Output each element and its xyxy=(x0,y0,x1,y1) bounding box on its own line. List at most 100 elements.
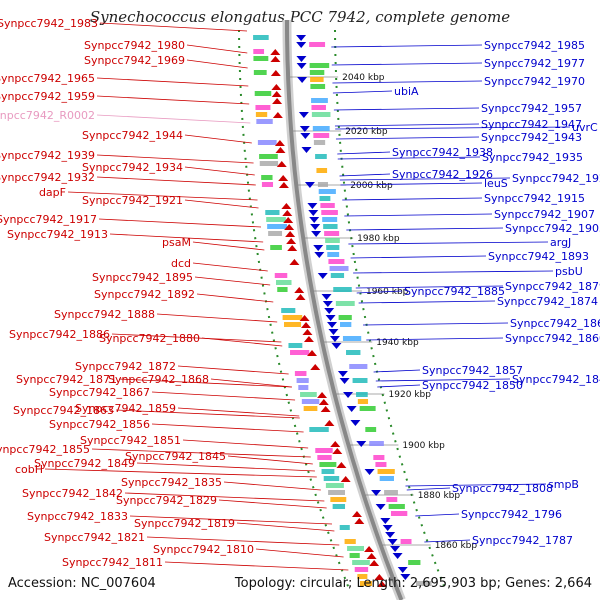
gene-block-left xyxy=(328,490,346,495)
reverse-gene-arrow xyxy=(321,294,332,300)
gene-label-left: Synpcc7942_1932 xyxy=(0,171,95,184)
gene-label-left: Synpcc7942_1833 xyxy=(27,510,128,523)
leader-line-right xyxy=(373,369,421,373)
leader-line-left xyxy=(236,522,335,532)
gene-block-left xyxy=(254,91,272,96)
leader-line-left xyxy=(227,455,313,465)
leader-line-right xyxy=(406,487,451,491)
gene-label-right: smpB xyxy=(548,478,579,491)
leader-line-right xyxy=(334,123,480,127)
gene-label-left: Synpcc7942_1845 xyxy=(125,450,226,463)
leader-line-right xyxy=(339,177,511,181)
leader-line-left xyxy=(184,199,259,209)
gene-block-right xyxy=(349,364,368,369)
outer-ring-left xyxy=(238,29,351,591)
reverse-gene-arrow xyxy=(301,147,312,153)
forward-gene-arrow xyxy=(369,560,380,566)
leader-line-left xyxy=(184,134,252,144)
gene-label-left: Synpcc7942_1965 xyxy=(0,72,95,85)
gene-label-right: Synpcc7942_1903 xyxy=(505,222,600,235)
gene-block-right xyxy=(310,77,324,82)
gene-label-right: Synpcc7942_1866 xyxy=(510,317,600,330)
gene-label-left: psaM xyxy=(162,236,191,249)
reverse-gene-arrow xyxy=(382,525,393,531)
gene-label-left: dcd xyxy=(171,257,191,270)
gene-block-left xyxy=(357,574,368,579)
gene-label-right: argJ xyxy=(550,236,571,249)
gene-block-right xyxy=(369,441,384,446)
forward-gene-arrow xyxy=(310,364,321,370)
gene-label-left: Synpcc7942_R0002 xyxy=(0,109,95,122)
reverse-gene-arrow xyxy=(296,56,307,62)
gene-label-left: Synpcc7942_1944 xyxy=(82,129,183,142)
reverse-gene-arrow xyxy=(327,322,338,328)
reverse-gene-arrow xyxy=(308,210,319,216)
reverse-gene-arrow xyxy=(337,371,348,377)
forward-gene-arrow xyxy=(294,287,305,293)
gene-label-right: leuS xyxy=(484,177,508,190)
backbone-shadow xyxy=(282,20,406,600)
gene-label-right: Synpcc7942_1943 xyxy=(481,131,582,144)
gene-label-right: Synpcc7942_1796 xyxy=(461,508,562,521)
gene-block-right xyxy=(375,462,387,467)
leader-line-left xyxy=(44,468,317,478)
gene-label-left: Synpcc7942_1811 xyxy=(62,556,163,569)
gene-block-left xyxy=(266,217,286,222)
forward-gene-arrow xyxy=(317,392,328,398)
leader-line-left xyxy=(156,313,278,323)
gene-label-left: Synpcc7942_1886 xyxy=(9,328,110,341)
gene-label-right: Synpcc7942_1977 xyxy=(484,57,585,70)
gene-block-right xyxy=(357,399,369,404)
kbp-tick-label: 1940 kbp xyxy=(376,338,419,348)
reverse-gene-arrow xyxy=(298,112,309,118)
gene-label-left: Synpcc7942_1856 xyxy=(49,418,150,431)
leader-line-left xyxy=(192,241,265,251)
leader-line-right xyxy=(346,227,504,231)
forward-gene-arrow xyxy=(299,315,310,321)
leader-line-left xyxy=(129,515,333,525)
gene-block-right xyxy=(416,581,432,586)
leader-line-left xyxy=(115,409,300,419)
gene-block-right xyxy=(390,511,408,516)
gene-label-right: Synpcc7942_1947 xyxy=(481,118,582,131)
gene-block-right xyxy=(400,539,412,544)
reverse-gene-arrow xyxy=(343,392,354,398)
gene-label-left: Synpcc7942_1810 xyxy=(153,543,254,556)
leader-line-right xyxy=(335,136,480,140)
reverse-gene-arrow xyxy=(297,77,308,83)
forward-gene-arrow xyxy=(274,140,285,146)
gene-block-left xyxy=(253,70,267,75)
gene-block-left xyxy=(315,448,333,453)
gene-block-right xyxy=(328,259,345,264)
forward-gene-arrow xyxy=(271,91,282,97)
leader-line-right xyxy=(377,384,421,388)
leader-line-left xyxy=(186,44,248,54)
gene-block-right xyxy=(352,378,368,383)
accession-text: Accession: NC_007604 xyxy=(8,576,156,591)
gene-block-left xyxy=(268,231,283,236)
gene-label-right: Synpcc7942_1846 xyxy=(512,373,600,386)
gene-block-left xyxy=(303,406,318,411)
gene-block-right xyxy=(379,476,394,481)
gene-block-left xyxy=(257,140,277,145)
gene-label-right: psbU xyxy=(555,265,583,278)
kbp-tick-label: 1880 kbp xyxy=(418,491,461,501)
gene-block-left xyxy=(325,483,344,488)
leader-line-left xyxy=(96,154,254,164)
gene-block-right xyxy=(388,504,405,509)
gene-label-left: cobH xyxy=(15,463,43,476)
gene-block-left xyxy=(347,546,365,551)
forward-gene-arrow xyxy=(287,245,298,251)
gene-block-left xyxy=(282,315,303,320)
leader-line-left xyxy=(96,95,250,105)
reverse-gene-arrow xyxy=(299,126,310,132)
gene-label-left: Synpcc7942_1983 xyxy=(0,17,98,30)
kbp-tick-label: 1980 kbp xyxy=(357,234,400,244)
forward-gene-arrow xyxy=(272,98,283,104)
leader-line-left xyxy=(186,59,248,69)
forward-gene-arrow xyxy=(301,322,312,328)
gene-label-right: Synpcc7942_1915 xyxy=(484,192,585,205)
gene-block-right xyxy=(325,238,340,243)
leader-line-right xyxy=(415,513,460,517)
gene-block-left xyxy=(277,287,288,292)
